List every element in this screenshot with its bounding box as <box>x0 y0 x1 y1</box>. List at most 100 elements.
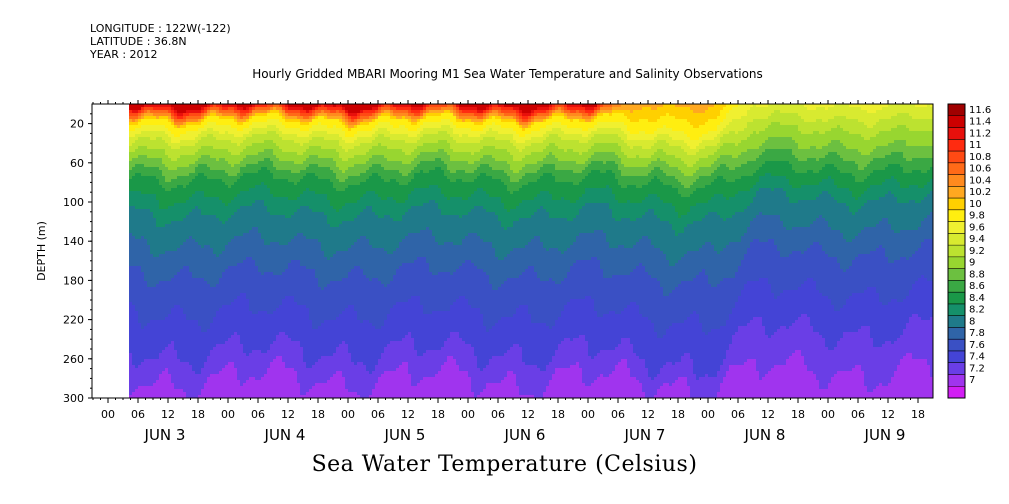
heatmap-cell <box>231 107 235 111</box>
heatmap-cell <box>240 143 244 147</box>
heatmap-cell <box>228 383 232 387</box>
heatmap-cell <box>159 197 163 201</box>
heatmap-cell <box>210 176 214 180</box>
heatmap-cell <box>189 233 193 237</box>
heatmap-cell <box>252 386 256 390</box>
heatmap-cell <box>186 170 190 174</box>
heatmap-cell <box>276 338 280 342</box>
heatmap-cell <box>210 320 214 324</box>
heatmap-cell <box>159 179 163 183</box>
heatmap-cell <box>192 374 196 378</box>
heatmap-cell <box>141 161 145 165</box>
heatmap-cell <box>129 218 133 222</box>
heatmap-cell <box>237 332 241 336</box>
heatmap-cell <box>222 374 226 378</box>
heatmap-cell <box>216 185 220 189</box>
heatmap-cell <box>168 287 172 291</box>
heatmap-cell <box>228 104 232 108</box>
heatmap-cell <box>195 257 199 261</box>
heatmap-cell <box>264 143 268 147</box>
heatmap-cell <box>225 239 229 243</box>
heatmap-cell <box>249 257 253 261</box>
heatmap-cell <box>213 140 217 144</box>
heatmap-cell <box>180 323 184 327</box>
heatmap-cell <box>198 125 202 129</box>
heatmap-cell <box>267 365 271 369</box>
heatmap-cell <box>270 152 274 156</box>
heatmap-cell <box>237 272 241 276</box>
heatmap-cell <box>252 167 256 171</box>
heatmap-cell <box>246 365 250 369</box>
heatmap-cell <box>132 227 136 231</box>
heatmap-cell <box>225 158 229 162</box>
heatmap-cell <box>174 215 178 219</box>
heatmap-cell <box>246 317 250 321</box>
heatmap-cell <box>261 194 265 198</box>
heatmap-cell <box>153 317 157 321</box>
heatmap-cell <box>273 134 277 138</box>
heatmap-cell <box>168 269 172 273</box>
heatmap-cell <box>231 143 235 147</box>
heatmap-cell <box>180 362 184 366</box>
heatmap-cell <box>135 308 139 312</box>
heatmap-cell <box>204 326 208 330</box>
heatmap-cell <box>210 251 214 255</box>
heatmap-cell <box>249 377 253 381</box>
heatmap-cell <box>180 263 184 267</box>
heatmap-cell <box>216 227 220 231</box>
heatmap-cell <box>189 392 193 396</box>
heatmap-cell <box>258 368 262 372</box>
heatmap-cell <box>183 173 187 177</box>
heatmap-cell <box>273 164 277 168</box>
heatmap-cell <box>267 377 271 381</box>
heatmap-cell <box>279 251 283 255</box>
heatmap-cell <box>237 119 241 123</box>
heatmap-cell <box>135 185 139 189</box>
heatmap-cell <box>264 149 268 153</box>
heatmap-cell <box>246 149 250 153</box>
heatmap-cell <box>237 263 241 267</box>
heatmap-cell <box>273 167 277 171</box>
heatmap-cell <box>153 173 157 177</box>
heatmap-cell <box>279 140 283 144</box>
heatmap-cell <box>183 314 187 318</box>
heatmap-cell <box>222 230 226 234</box>
heatmap-cell <box>228 353 232 357</box>
heatmap-cell <box>201 272 205 276</box>
heatmap-cell <box>225 245 229 249</box>
heatmap-cell <box>189 269 193 273</box>
heatmap-cell <box>168 311 172 315</box>
heatmap-cell <box>174 377 178 381</box>
heatmap-cell <box>189 326 193 330</box>
heatmap-cell <box>261 200 265 204</box>
heatmap-cell <box>165 326 169 330</box>
heatmap-cell <box>192 128 196 132</box>
heatmap-cell <box>183 392 187 396</box>
heatmap-cell <box>243 140 247 144</box>
heatmap-cell <box>234 392 238 396</box>
heatmap-cell <box>267 113 271 117</box>
heatmap-cell <box>234 116 238 120</box>
heatmap-cell <box>141 173 145 177</box>
heatmap-cell <box>219 386 223 390</box>
heatmap-cell <box>264 158 268 162</box>
heatmap-cell <box>243 311 247 315</box>
heatmap-cell <box>243 164 247 168</box>
heatmap-cell <box>168 236 172 240</box>
heatmap-cell <box>138 137 142 141</box>
heatmap-cell <box>153 341 157 345</box>
heatmap-cell <box>129 212 133 216</box>
heatmap-cell <box>138 383 142 387</box>
heatmap-cell <box>234 365 238 369</box>
heatmap-cell <box>237 290 241 294</box>
heatmap-cell <box>252 314 256 318</box>
heatmap-cell <box>204 245 208 249</box>
heatmap-cell <box>153 233 157 237</box>
heatmap-cell <box>180 290 184 294</box>
heatmap-cell <box>186 368 190 372</box>
heatmap-cell <box>168 206 172 210</box>
heatmap-cell <box>210 221 214 225</box>
heatmap-cell <box>240 347 244 351</box>
heatmap-cell <box>150 170 154 174</box>
heatmap-cell <box>165 155 169 159</box>
